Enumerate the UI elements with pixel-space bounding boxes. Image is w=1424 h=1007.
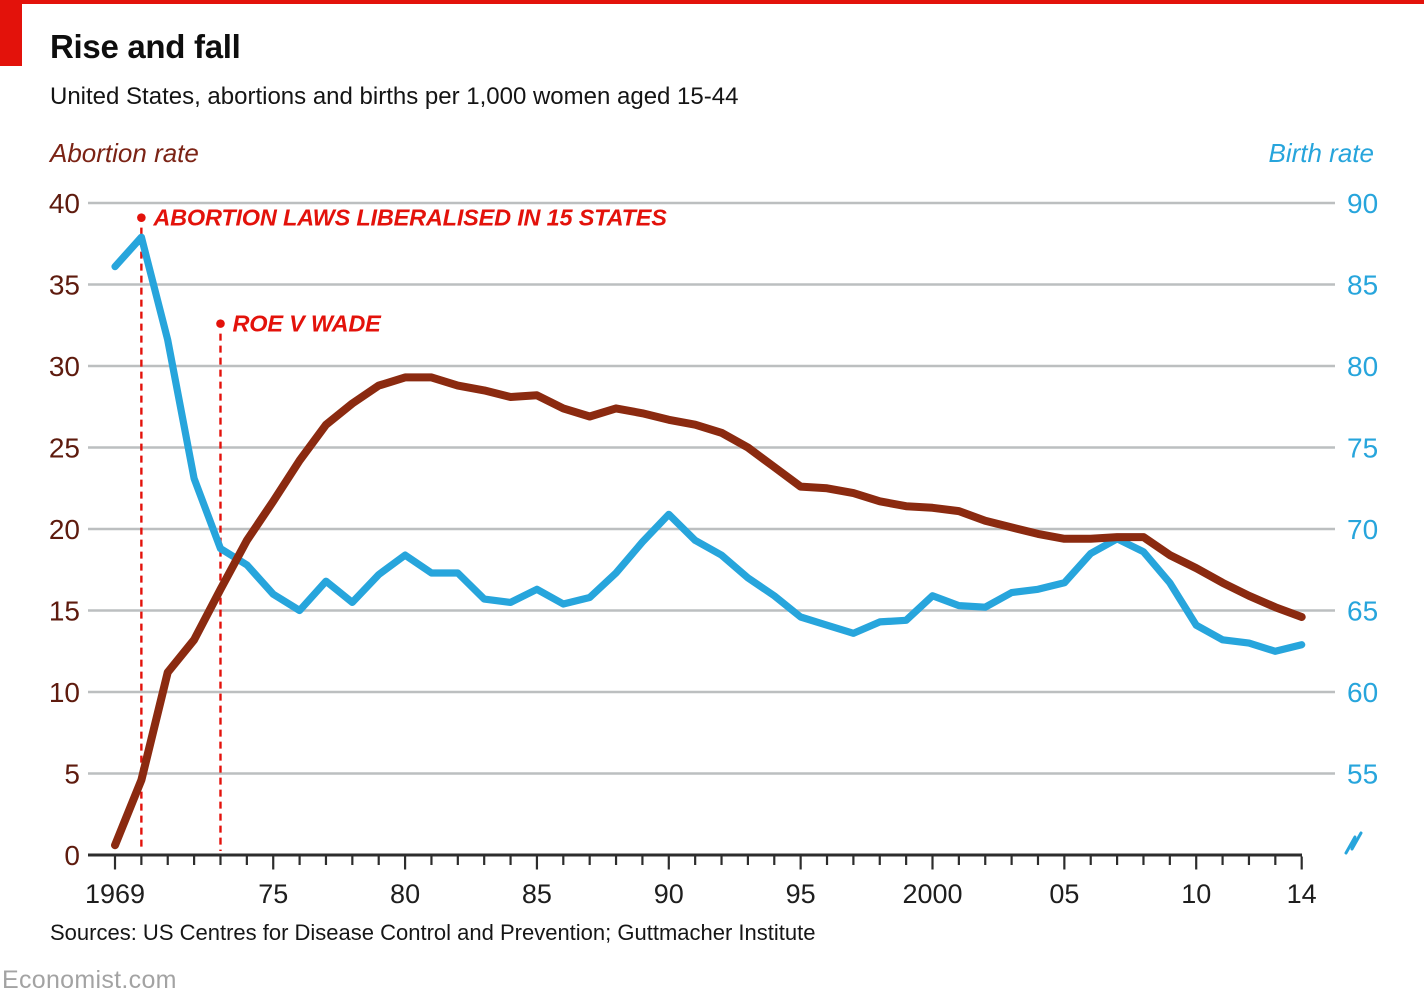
right-tick-label: 60 [1347,677,1378,708]
right-tick-label: 55 [1347,759,1378,790]
left-axis-title: Abortion rate [50,138,199,168]
annotation-lines [140,227,222,851]
x-tick-label: 90 [654,879,684,909]
x-tick-label: 1969 [85,879,145,909]
right-tick-label: 85 [1347,270,1378,301]
abortion-rate-line [111,373,1306,850]
annotation-dot [137,213,146,222]
x-tick-label: 10 [1181,879,1211,909]
axis-break-icon [1344,831,1363,855]
left-tick-label: 25 [49,433,80,464]
right-tick-label: 75 [1347,433,1378,464]
right-tick-label: 80 [1347,351,1378,382]
economist-footer: Economist.com [2,966,177,994]
gridlines [88,201,1335,775]
right-axis-labels: 90 85 80 75 70 65 60 55 [1347,188,1378,790]
x-tick-label: 05 [1049,879,1079,909]
top-red-rule [0,0,1424,4]
left-tick-label: 35 [49,270,80,301]
left-axis-labels: 40 35 30 25 20 15 10 5 0 [49,188,80,871]
x-tick-label: 75 [258,879,288,909]
x-tick-label: 2000 [902,879,962,909]
left-tick-label: 20 [49,514,80,545]
birth-rate-line [111,233,1306,655]
annotation-label: ABORTION LAWS LIBERALISED IN 15 STATES [152,205,667,231]
right-tick-label: 90 [1347,188,1378,219]
sources-note: Sources: US Centres for Disease Control … [50,920,816,945]
red-corner-tab [0,0,22,66]
left-tick-label: 0 [64,840,80,871]
left-tick-label: 15 [49,596,80,627]
annotation-label: ROE V WADE [232,311,382,337]
x-tick-label: 80 [390,879,420,909]
chart-subtitle: United States, abortions and births per … [50,83,739,110]
x-tick-label: 14 [1287,879,1317,909]
right-axis-title: Birth rate [1268,138,1375,168]
left-tick-label: 30 [49,351,80,382]
page-title: Rise and fall [50,28,241,65]
left-tick-label: 40 [49,188,80,219]
x-tick-label: 95 [786,879,816,909]
left-tick-label: 5 [64,759,80,790]
annotations: ABORTION LAWS LIBERALISED IN 15 STATES RO… [137,205,667,337]
right-tick-label: 70 [1347,514,1378,545]
x-axis: 1969 75 80 85 90 95 2000 05 10 14 [85,853,1317,909]
left-tick-label: 10 [49,677,80,708]
x-tick-label: 85 [522,879,552,909]
annotation-dot [216,319,225,328]
right-tick-label: 65 [1347,596,1378,627]
